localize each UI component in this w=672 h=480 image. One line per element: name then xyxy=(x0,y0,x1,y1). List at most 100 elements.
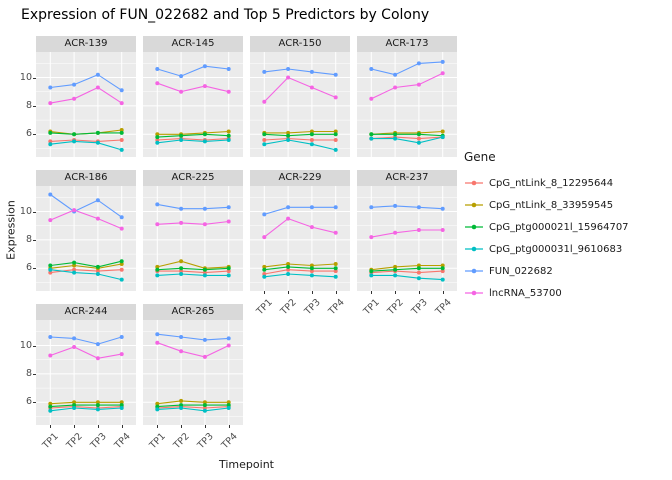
point-FUN_022682-TP1 xyxy=(369,205,374,210)
y-tick-mark xyxy=(33,77,36,79)
point-CpG_ptg000021l_15964707-TP1 xyxy=(155,267,160,272)
point-CpG_ptg000031l_9610683-TP2 xyxy=(286,272,291,276)
x-tick-mark xyxy=(204,425,206,428)
point-FUN_022682-TP2 xyxy=(179,206,184,211)
legend-key-icon xyxy=(465,268,483,274)
facet-ACR-237: ACR-237 TP1 TP2 TP3 TP4 xyxy=(357,170,457,317)
point-CpG_ptg000021l_15964707-TP1 xyxy=(369,132,374,137)
point-CpG_ptg000031l_9610683-TP1 xyxy=(262,274,267,279)
point-lncRNA_53700-TP1 xyxy=(155,340,160,345)
point-CpG_ptg000021l_15964707-TP1 xyxy=(369,269,374,274)
line-FUN_022682 xyxy=(371,61,443,76)
point-CpG_ntLink_8_12295644-TP2 xyxy=(286,267,291,272)
point-FUN_022682-TP2 xyxy=(72,336,77,341)
facet-ACR-225: ACR-225 xyxy=(143,170,243,291)
line-CpG_ptg000031l_9610683 xyxy=(264,273,336,278)
point-CpG_ntLink_8_33959545-TP2 xyxy=(179,259,184,264)
point-CpG_ptg000021l_15964707-TP3 xyxy=(416,266,421,271)
point-CpG_ptg000031l_9610683-TP4 xyxy=(119,147,124,152)
point-lncRNA_53700-TP4 xyxy=(333,230,338,235)
x-tick-mark xyxy=(181,425,183,428)
point-FUN_022682-TP3 xyxy=(309,69,314,74)
line-CpG_ntLink_8_33959545 xyxy=(157,260,229,269)
y-tick-mark xyxy=(33,105,36,107)
line-lncRNA_53700 xyxy=(50,86,123,104)
legend-entry-label: lncRNA_53700 xyxy=(489,287,562,299)
line-FUN_022682 xyxy=(49,194,123,218)
facet-strip-label: ACR-237 xyxy=(357,170,457,186)
legend-entry-label: CpG_ptg000021l_15964707 xyxy=(489,221,629,233)
line-CpG_ntLink_8_33959545 xyxy=(50,401,122,405)
point-FUN_022682-TP3 xyxy=(416,61,421,66)
point-FUN_022682-TP1 xyxy=(155,202,160,207)
line-lncRNA_53700 xyxy=(50,346,122,359)
point-CpG_ntLink_8_12295644-TP4 xyxy=(333,138,338,142)
point-CpG_ntLink_8_33959545-TP3 xyxy=(309,129,314,134)
point-FUN_022682-TP3 xyxy=(95,342,100,347)
point-CpG_ntLink_8_12295644-TP3 xyxy=(309,138,314,142)
point-FUN_022682-TP4 xyxy=(226,336,231,341)
point-CpG_ptg000021l_15964707-TP2 xyxy=(393,132,398,137)
chart-title: Expression of FUN_022682 and Top 5 Predi… xyxy=(21,7,430,23)
point-CpG_ntLink_8_12295644-TP3 xyxy=(416,270,421,275)
point-FUN_022682-TP3 xyxy=(95,198,100,203)
point-CpG_ntLink_8_33959545-TP4 xyxy=(440,129,445,134)
legend-entry-CpG_ntLink_8_12295644: CpG_ntLink_8_12295644 xyxy=(464,172,629,194)
legend-entry-CpG_ptg000031l_9610683: CpG_ptg000031l_9610683 xyxy=(464,238,629,260)
facet-panel xyxy=(36,186,136,291)
facet-panel xyxy=(357,186,457,291)
y-tick-label: 6 xyxy=(25,396,32,408)
y-tick-label: 8 xyxy=(25,99,32,111)
point-CpG_ntLink_8_33959545-TP2 xyxy=(72,263,77,268)
facet-strip-label: ACR-145 xyxy=(143,36,243,52)
point-CpG_ntLink_8_33959545-TP2 xyxy=(286,130,291,135)
point-CpG_ptg000031l_9610683-TP1 xyxy=(48,142,53,147)
point-FUN_022682-TP1 xyxy=(48,85,53,90)
facet-strip-label: ACR-265 xyxy=(143,304,243,320)
point-FUN_022682-TP2 xyxy=(72,82,77,87)
point-CpG_ptg000021l_15964707-TP3 xyxy=(95,264,100,269)
legend-entry-label: CpG_ntLink_8_33959545 xyxy=(489,199,614,211)
y-tick-label: 10 xyxy=(19,205,32,217)
point-FUN_022682-TP1 xyxy=(155,332,160,337)
point-CpG_ptg000031l_9610683-TP2 xyxy=(286,138,291,142)
point-CpG_ptg000031l_9610683-TP4 xyxy=(333,274,338,279)
line-CpG_ntLink_8_33959545 xyxy=(157,130,229,135)
line-CpG_ntLink_8_12295644 xyxy=(157,138,229,141)
point-FUN_022682-TP2 xyxy=(286,205,291,210)
point-FUN_022682-TP1 xyxy=(262,212,267,217)
x-tick-label: TP4 xyxy=(219,431,240,452)
point-CpG_ntLink_8_12295644-TP1 xyxy=(48,270,53,275)
point-CpG_ptg000031l_9610683-TP2 xyxy=(393,273,398,278)
point-CpG_ptg000021l_15964707-TP2 xyxy=(393,267,398,272)
point-CpG_ptg000031l_9610683-TP4 xyxy=(440,277,445,282)
x-axis-title: Timepoint xyxy=(219,458,274,471)
y-tick-mark xyxy=(33,345,36,347)
line-CpG_ntLink_8_33959545 xyxy=(264,130,336,134)
line-FUN_022682 xyxy=(157,333,229,341)
y-tick-label: 10 xyxy=(19,71,32,83)
legend-entry-lncRNA_53700: lncRNA_53700 xyxy=(464,282,629,304)
point-CpG_ptg000021l_15964707-TP2 xyxy=(72,403,77,408)
line-CpG_ntLink_8_33959545 xyxy=(264,263,336,268)
y-tick-label: 8 xyxy=(25,367,32,379)
point-FUN_022682-TP3 xyxy=(202,64,207,69)
point-lncRNA_53700-TP1 xyxy=(369,235,374,240)
point-CpG_ptg000031l_9610683-TP3 xyxy=(416,140,421,145)
line-CpG_ntLink_8_12295644 xyxy=(50,139,122,142)
facet-ACR-244: ACR-244 6 8 10 TP1 TP2 TP3 TP4 xyxy=(20,304,136,451)
line-CpG_ptg000021l_15964707 xyxy=(371,267,443,272)
x-tick-mark xyxy=(288,291,290,294)
facet-panel xyxy=(250,186,350,291)
point-lncRNA_53700-TP1 xyxy=(48,218,53,223)
point-lncRNA_53700-TP3 xyxy=(95,356,100,361)
point-lncRNA_53700-TP2 xyxy=(72,345,77,349)
point-lncRNA_53700-TP3 xyxy=(309,225,314,230)
point-CpG_ntLink_8_33959545-TP2 xyxy=(179,398,184,403)
point-FUN_022682-TP4 xyxy=(119,335,124,339)
point-CpG_ptg000031l_9610683-TP3 xyxy=(202,139,207,144)
point-CpG_ntLink_8_33959545-TP3 xyxy=(202,400,207,405)
point-lncRNA_53700-TP1 xyxy=(369,96,374,101)
point-CpG_ptg000021l_15964707-TP3 xyxy=(202,132,207,137)
point-lncRNA_53700-TP4 xyxy=(226,219,231,224)
